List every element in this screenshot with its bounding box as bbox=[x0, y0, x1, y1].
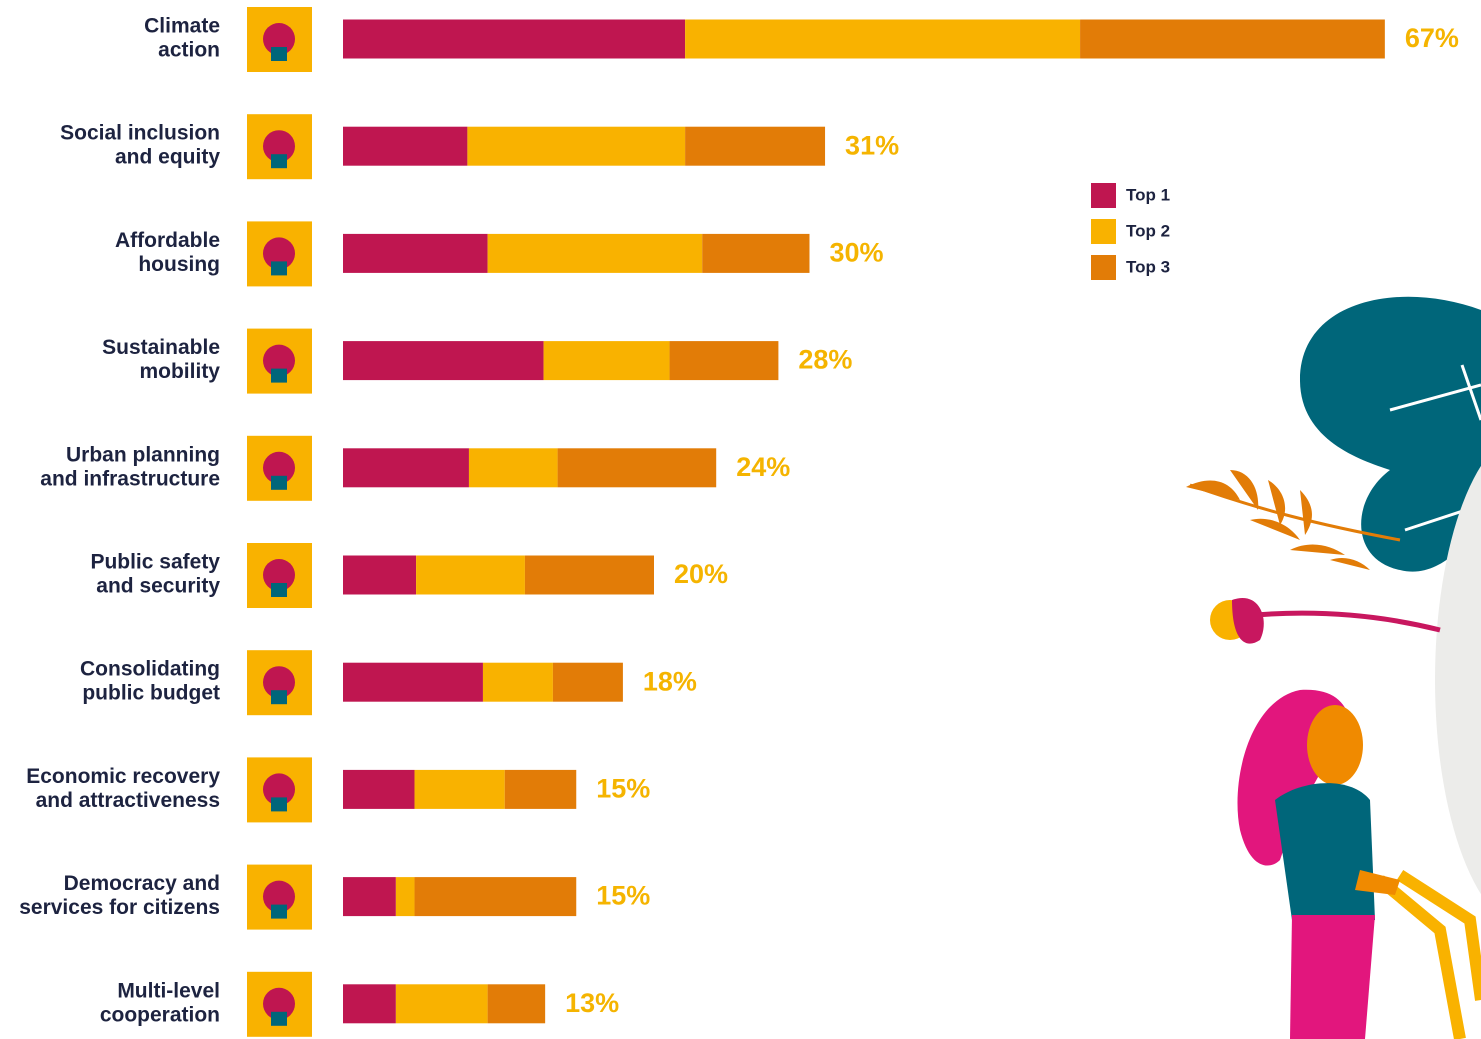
total-label: 28% bbox=[798, 345, 852, 375]
category-label: Democracy and bbox=[64, 872, 220, 895]
category-label: Social inclusion bbox=[60, 122, 220, 145]
icon-shape bbox=[271, 47, 287, 61]
category-label: Climate bbox=[144, 15, 220, 38]
bar-segment bbox=[552, 662, 623, 702]
total-label: 30% bbox=[830, 238, 884, 268]
bar-segment bbox=[343, 233, 488, 273]
legend-label: Top 2 bbox=[1126, 221, 1170, 240]
category-label: Multi-level bbox=[117, 979, 220, 1002]
bar-segment bbox=[1080, 19, 1385, 59]
total-label: 15% bbox=[596, 774, 650, 804]
category-label: Economic recovery bbox=[26, 765, 220, 788]
bar-segment bbox=[524, 555, 654, 595]
bar-segment bbox=[467, 126, 686, 166]
category-label: Urban planning bbox=[66, 443, 220, 466]
icon-shape bbox=[271, 368, 287, 383]
illustration bbox=[1186, 296, 1481, 1039]
category-label: mobility bbox=[139, 360, 220, 383]
bar-segment bbox=[395, 877, 415, 917]
bar-segment bbox=[416, 555, 525, 595]
bar-segment bbox=[543, 341, 670, 381]
total-label: 20% bbox=[674, 559, 728, 589]
icon bbox=[247, 757, 312, 823]
bar-segment bbox=[685, 19, 1081, 59]
bar-segment bbox=[395, 984, 488, 1024]
total-label: 13% bbox=[565, 988, 619, 1018]
total-label: 67% bbox=[1405, 23, 1459, 53]
bar-segment bbox=[343, 555, 417, 595]
category-label: Affordable bbox=[115, 229, 220, 252]
legend-label: Top 1 bbox=[1126, 185, 1170, 204]
bar-segment bbox=[343, 448, 469, 488]
icon bbox=[247, 543, 312, 608]
category-label: and attractiveness bbox=[36, 789, 220, 812]
bar-segment bbox=[414, 877, 577, 917]
icon-shape bbox=[271, 475, 287, 490]
bar-segment bbox=[343, 984, 396, 1024]
bar-segment bbox=[343, 341, 544, 381]
category-label: Public safety bbox=[90, 551, 220, 574]
bar-segment bbox=[468, 448, 558, 488]
bar-segment bbox=[414, 769, 505, 809]
legend-label: Top 3 bbox=[1126, 257, 1170, 276]
category-label: housing bbox=[138, 253, 220, 276]
icon bbox=[247, 864, 312, 930]
bar-segment bbox=[482, 662, 553, 702]
icon bbox=[247, 328, 312, 394]
category-label: Sustainable bbox=[102, 336, 220, 359]
total-label: 31% bbox=[845, 130, 899, 160]
bar-segment bbox=[504, 769, 577, 809]
bar-segment bbox=[343, 662, 483, 702]
bar-segment bbox=[487, 984, 546, 1024]
legend: Top 1 Top 2 Top 3 bbox=[1091, 183, 1170, 280]
category-label: and equity bbox=[115, 146, 220, 169]
icon bbox=[247, 114, 312, 180]
category-label: services for citizens bbox=[19, 896, 220, 919]
icon-shape bbox=[271, 690, 287, 705]
icon bbox=[247, 971, 312, 1037]
legend-swatch bbox=[1091, 255, 1116, 280]
bar-segment bbox=[343, 769, 415, 809]
category-label: and security bbox=[96, 575, 220, 598]
category-label: and infrastructure bbox=[40, 467, 220, 490]
icon-shape bbox=[271, 797, 287, 812]
icon bbox=[247, 7, 312, 72]
bar-segment bbox=[702, 233, 810, 273]
icon-shape bbox=[271, 261, 287, 276]
icon bbox=[247, 221, 312, 287]
bar-segment bbox=[343, 877, 396, 917]
bar-segment bbox=[685, 126, 826, 166]
icon-shape bbox=[271, 1011, 287, 1026]
total-label: 15% bbox=[596, 881, 650, 911]
icon bbox=[247, 650, 312, 716]
bar-segment bbox=[343, 126, 468, 166]
legend-swatch bbox=[1091, 219, 1116, 244]
bar-segment bbox=[557, 448, 717, 488]
category-label: Consolidating bbox=[80, 658, 220, 681]
icon-shape bbox=[271, 904, 287, 919]
category-label: action bbox=[158, 39, 220, 62]
icon bbox=[247, 435, 312, 501]
icon-shape bbox=[271, 583, 287, 597]
total-label: 18% bbox=[643, 666, 697, 696]
category-label: cooperation bbox=[100, 1003, 220, 1026]
category-label: public budget bbox=[82, 682, 220, 705]
bar-segment bbox=[343, 19, 686, 59]
bar-segment bbox=[487, 233, 703, 273]
legend-swatch bbox=[1091, 183, 1116, 208]
total-label: 24% bbox=[736, 452, 790, 482]
bar-segment bbox=[669, 341, 779, 381]
icon-shape bbox=[271, 154, 287, 169]
